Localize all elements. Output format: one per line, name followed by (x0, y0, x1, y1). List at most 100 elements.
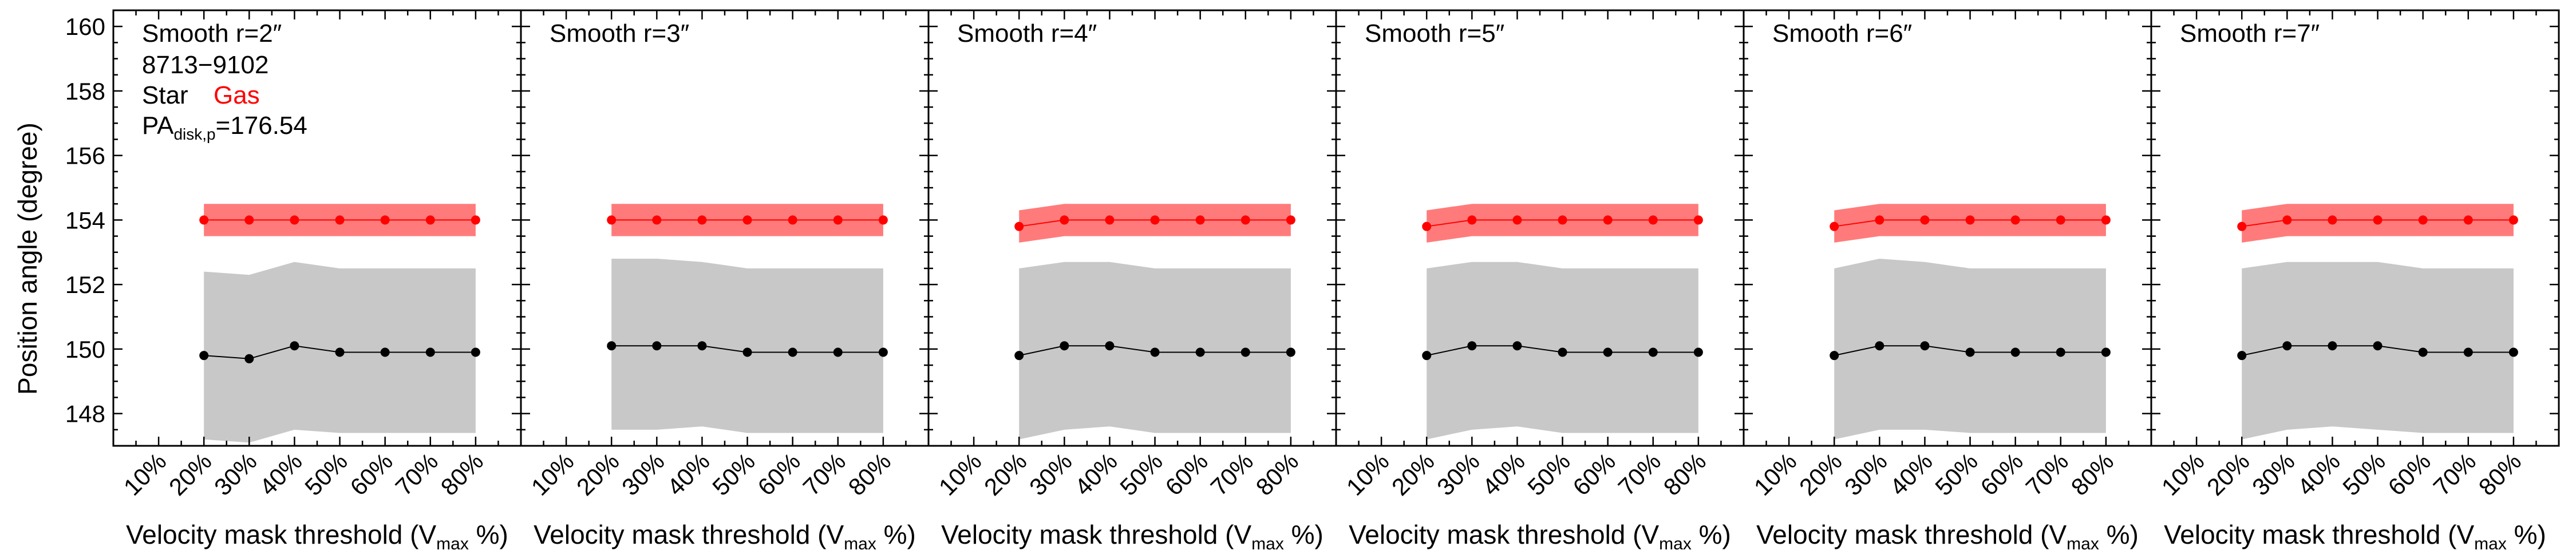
gas-point (1286, 215, 1295, 225)
x-tick-label: 60% (1975, 448, 2028, 501)
gas-point (788, 215, 797, 225)
x-tick-label: 70% (2428, 448, 2481, 501)
legend-gas: Gas (214, 81, 260, 109)
gas-point (2373, 215, 2383, 225)
star-point (1830, 351, 1839, 361)
gas-point (2010, 215, 2020, 225)
gas-point (290, 215, 299, 225)
x-tick-label: 70% (797, 448, 851, 501)
gas-point (380, 215, 390, 225)
x-tick-label: 20% (164, 448, 217, 501)
gas-point (1240, 215, 1250, 225)
x-tick-label: 20% (1794, 448, 1847, 501)
star-point (2328, 341, 2337, 351)
star-point (607, 341, 617, 351)
star-point (788, 347, 797, 357)
panel-title: Smooth r=4″ (957, 19, 1097, 48)
gas-point (1105, 215, 1115, 225)
x-axis-label: Velocity mask threshold (Vmax %) (534, 520, 916, 553)
panel-6: 10%20%30%40%50%60%70%80% Smooth r=7″ Veloc… (2150, 9, 2560, 553)
star-point (2237, 351, 2247, 361)
gas-point (335, 215, 345, 225)
panels-group: 10%20%30%40%50%60%70%80%1481501521541561… (65, 9, 2560, 553)
star-point (1558, 347, 1567, 357)
x-tick-label: 20% (2202, 448, 2255, 501)
gas-point (1830, 221, 1839, 231)
panel-title: Smooth r=7″ (2180, 19, 2320, 48)
panel-3: 10%20%30%40%50%60%70%80% Smooth r=4″ Veloc… (927, 9, 1337, 553)
star-point (878, 347, 888, 357)
star-point (1875, 341, 1884, 351)
galaxy-id: 8713−9102 (142, 51, 268, 79)
gas-point (199, 215, 209, 225)
star-point (1060, 341, 1069, 351)
panel-5: 10%20%30%40%50%60%70%80% Smooth r=6″ Veloc… (1743, 9, 2152, 553)
x-tick-label: 40% (662, 448, 715, 501)
gas-point (2056, 215, 2065, 225)
x-tick-label: 70% (2020, 448, 2073, 501)
x-tick-label: 10% (1341, 448, 1394, 501)
gas-point (1467, 215, 1477, 225)
x-tick-label: 40% (1884, 448, 1938, 501)
gas-point (244, 215, 254, 225)
star-point (1422, 351, 1432, 361)
x-tick-label: 40% (1477, 448, 1530, 501)
star-point (290, 341, 299, 351)
gas-point (2418, 215, 2428, 225)
x-tick-label: 30% (1024, 448, 1077, 501)
x-tick-label: 70% (390, 448, 443, 501)
star-point (697, 341, 707, 351)
gas-point (697, 215, 707, 225)
star-point (652, 341, 662, 351)
y-tick-label: 160 (65, 13, 105, 40)
star-point (2463, 347, 2473, 357)
x-tick-label: 50% (1930, 448, 1983, 501)
gas-point (1195, 215, 1205, 225)
star-point (1286, 347, 1295, 357)
x-tick-label: 80% (436, 448, 489, 501)
y-tick-label: 148 (65, 401, 105, 428)
x-tick-label: 50% (2337, 448, 2391, 501)
star-point (471, 347, 480, 357)
star-point (1512, 341, 1522, 351)
gas-point (425, 215, 435, 225)
x-axis-label: Velocity mask threshold (Vmax %) (941, 520, 1323, 553)
gas-point (2463, 215, 2473, 225)
y-tick-label: 158 (65, 78, 105, 105)
star-point (1467, 341, 1477, 351)
star-point (1648, 347, 1658, 357)
x-tick-label: 70% (1613, 448, 1666, 501)
x-tick-label: 50% (1522, 448, 1575, 501)
gas-point (1693, 215, 1703, 225)
x-tick-label: 20% (1386, 448, 1440, 501)
gas-point (1875, 215, 1884, 225)
x-tick-label: 40% (1069, 448, 1123, 501)
star-point (1603, 347, 1613, 357)
star-point (2282, 341, 2292, 351)
x-tick-label: 60% (345, 448, 398, 501)
gas-point (2328, 215, 2337, 225)
x-tick-label: 30% (2247, 448, 2300, 501)
gas-point (1060, 215, 1069, 225)
x-tick-label: 10% (1749, 448, 1802, 501)
x-tick-label: 40% (2292, 448, 2345, 501)
gas-point (2101, 215, 2111, 225)
star-point (1920, 341, 1930, 351)
x-tick-label: 60% (2383, 448, 2436, 501)
gas-point (2237, 221, 2247, 231)
y-tick-label: 150 (65, 336, 105, 363)
x-tick-label: 50% (299, 448, 353, 501)
x-tick-label: 80% (1251, 448, 1304, 501)
x-tick-label: 50% (707, 448, 760, 501)
y-tick-label: 156 (65, 143, 105, 169)
gas-point (1965, 215, 1975, 225)
x-tick-label: 50% (1115, 448, 1168, 501)
gas-point (878, 215, 888, 225)
gas-point (1920, 215, 1930, 225)
x-tick-label: 10% (118, 448, 172, 501)
legend-star: Star (142, 81, 188, 109)
x-tick-label: 30% (1839, 448, 1893, 501)
star-point (2418, 347, 2428, 357)
y-tick-label: 152 (65, 271, 105, 298)
